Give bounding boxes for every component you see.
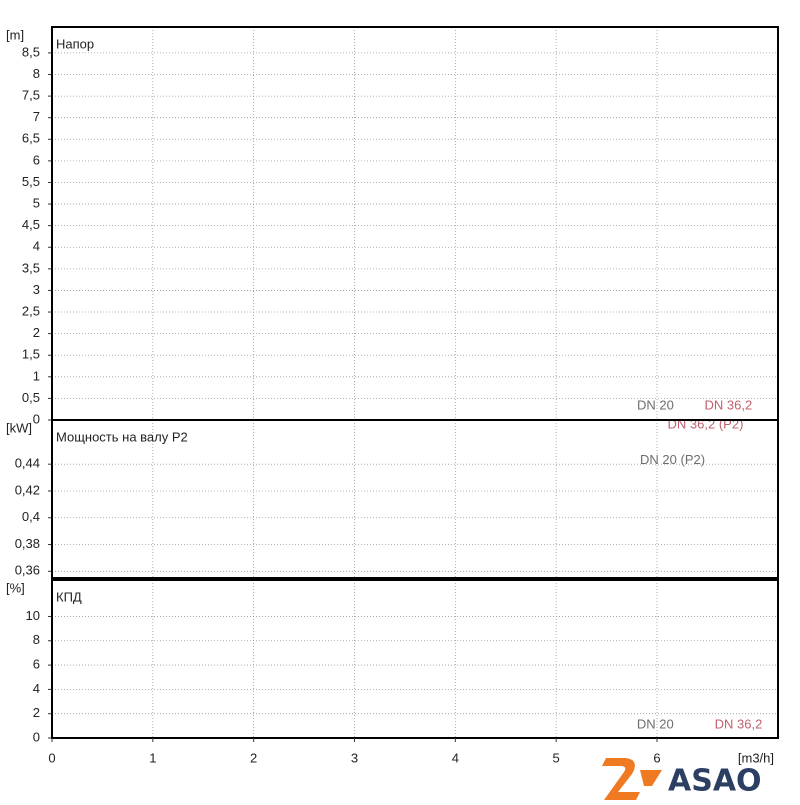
y-tick-label: 5: [33, 196, 40, 211]
logo-mark: [640, 770, 662, 786]
series-label: DN 20 (P2): [640, 452, 705, 467]
y-tick-label: 0: [33, 411, 40, 426]
panel-title: Напор: [56, 36, 94, 51]
y-tick-label: 0,44: [15, 456, 40, 471]
y-tick-label: 1: [33, 368, 40, 383]
y-tick-label: 3: [33, 282, 40, 297]
y-tick-label: 0,36: [15, 563, 40, 578]
y-tick-label: 4: [33, 239, 40, 254]
series-label: DN 36,2: [705, 397, 753, 412]
y-tick-label: 7: [33, 109, 40, 124]
axis-unit: [kW]: [6, 420, 32, 435]
y-tick-label: 4,5: [22, 217, 40, 232]
x-axis-label: [m3/h]: [738, 750, 774, 765]
y-tick-label: 10: [26, 608, 40, 623]
y-tick-label: 2: [33, 325, 40, 340]
y-tick-label: 1,5: [22, 347, 40, 362]
series-label: DN 36,2 (P2): [668, 417, 744, 432]
plot-area: [52, 580, 778, 738]
x-tick-label: 4: [452, 750, 459, 765]
x-tick-label: 2: [250, 750, 257, 765]
x-tick-label: 6: [653, 750, 660, 765]
y-tick-label: 6: [33, 657, 40, 672]
x-tick-label: 0: [48, 750, 55, 765]
y-tick-label: 2: [33, 705, 40, 720]
series-label: DN 20: [637, 397, 674, 412]
series-label: DN 20: [637, 716, 674, 731]
y-tick-label: 2,5: [22, 303, 40, 318]
x-tick-label: 5: [553, 750, 560, 765]
y-tick-label: 7,5: [22, 88, 40, 103]
y-tick-label: 0,38: [15, 536, 40, 551]
plot-area: [52, 27, 778, 420]
panel-title: Мощность на валу P2: [56, 429, 188, 444]
axis-unit: [m]: [6, 27, 24, 42]
logo-mark: [602, 758, 640, 800]
y-tick-label: 0,42: [15, 482, 40, 497]
y-tick-label: 6: [33, 152, 40, 167]
y-tick-label: 8: [33, 632, 40, 647]
y-tick-label: 5,5: [22, 174, 40, 189]
y-tick-label: 6,5: [22, 131, 40, 146]
y-tick-label: 8,5: [22, 44, 40, 59]
axis-unit: [%]: [6, 580, 25, 595]
x-tick-label: 1: [149, 750, 156, 765]
series-label: DN 36,2: [715, 716, 763, 731]
x-tick-label: 3: [351, 750, 358, 765]
panel-title: КПД: [56, 589, 82, 604]
panel-frame: [51, 419, 779, 579]
y-tick-label: 8: [33, 66, 40, 81]
y-tick-label: 0: [33, 729, 40, 744]
logo: ASAO: [602, 758, 762, 800]
y-tick-label: 4: [33, 681, 40, 696]
brand: ASAO: [668, 764, 762, 799]
y-tick-label: 0,4: [22, 509, 40, 524]
panel-frame: [51, 579, 779, 739]
y-tick-label: 0,5: [22, 390, 40, 405]
y-tick-label: 3,5: [22, 260, 40, 275]
